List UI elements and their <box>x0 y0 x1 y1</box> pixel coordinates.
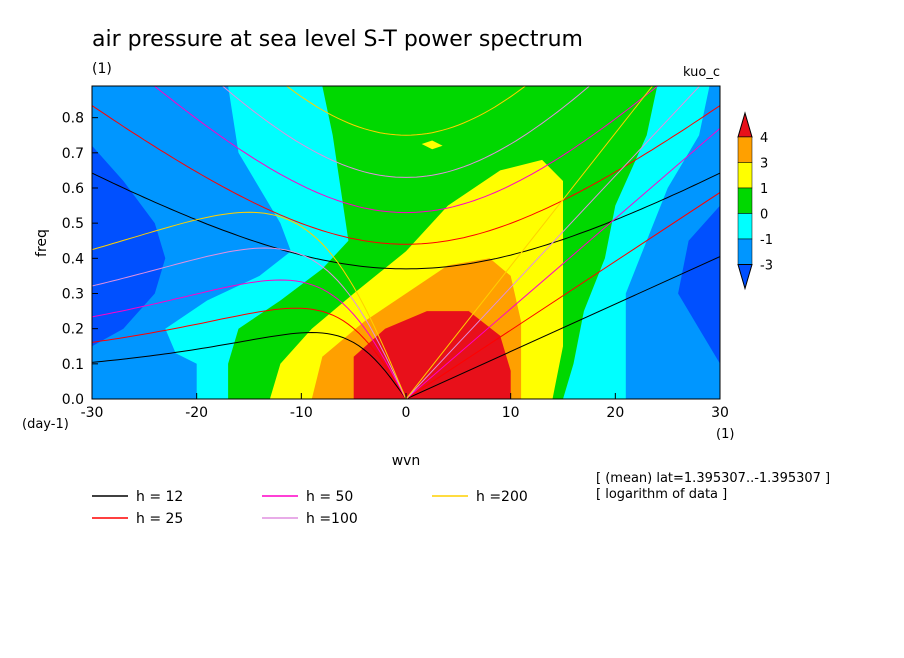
legend-label: h =200 <box>476 489 528 505</box>
kelvin-curve-1 <box>405 192 720 399</box>
y-axis: 0.0 0.1 0.2 0.3 0.4 0.5 0.6 0.7 0.8 <box>62 111 98 408</box>
colorbar-segment <box>737 162 753 189</box>
x-unit-label: (1) <box>716 427 734 442</box>
colorbar-label: 4 <box>760 131 768 146</box>
y-tick-label: 0.4 <box>62 251 84 267</box>
model-label: kuo_c <box>683 65 720 80</box>
rossby-curve-3 <box>92 247 407 399</box>
contour-band-1-3-patch <box>421 140 443 150</box>
rossby-curve-2 <box>92 279 407 399</box>
x-tick-label: -10 <box>290 405 313 421</box>
colorbar-segment <box>737 238 753 265</box>
kelvin-curve-3 <box>405 86 701 399</box>
ig-curve-2 <box>153 86 659 214</box>
contour-fills <box>92 86 720 399</box>
y-tick-label: 0.1 <box>62 357 84 373</box>
colorbar: 4 3 1 0 -1 -3 <box>737 111 773 291</box>
units-label: (1) <box>92 61 112 77</box>
chart-title: air pressure at sea level S-T power spec… <box>92 27 583 52</box>
legend-label: h = 25 <box>136 511 183 527</box>
colorbar-label: -1 <box>760 233 773 248</box>
ig-curve-3 <box>221 86 591 178</box>
legend-label: h =100 <box>306 511 358 527</box>
rossby-curve-0 <box>92 331 407 399</box>
colorbar-label: 3 <box>760 157 768 172</box>
legend-label: h = 12 <box>136 489 183 505</box>
x-tick-label: -20 <box>185 405 208 421</box>
y-tick-label: 0.7 <box>62 146 84 162</box>
ig-curve-4 <box>285 86 527 136</box>
y-tick-label: 0.5 <box>62 216 84 232</box>
colorbar-segment <box>737 213 753 240</box>
x-tick-label: 10 <box>502 405 520 421</box>
y-tick-label: 0.0 <box>62 392 84 408</box>
y-tick-label: 0.8 <box>62 111 84 127</box>
colorbar-segment <box>737 136 753 163</box>
annotation-lat: [ (mean) lat=1.395307..-1.395307 ] <box>596 471 830 486</box>
y-tick-label: 0.2 <box>62 322 84 338</box>
legend-label: h = 50 <box>306 489 353 505</box>
y-tick-label: 0.3 <box>62 286 84 302</box>
x-tick-label: 0 <box>402 405 411 421</box>
x-axis: -30 -20 -10 0 10 20 30 <box>81 393 729 421</box>
colorbar-arrow-bottom <box>737 264 753 291</box>
dispersion-curves <box>92 86 720 399</box>
colorbar-label: -3 <box>760 259 773 274</box>
y-unit-label: (day-1) <box>22 417 69 432</box>
colorbar-label: 0 <box>760 208 768 223</box>
x-tick-label: 30 <box>711 405 729 421</box>
y-axis-label: freq <box>34 229 50 257</box>
colorbar-label: 1 <box>760 182 768 197</box>
legend: h = 12 h = 25 h = 50 h =100 h =200 <box>92 489 528 527</box>
x-axis-label: wvn <box>392 453 421 469</box>
kelvin-curve-0 <box>405 256 720 399</box>
kelvin-curve-4 <box>405 86 654 399</box>
colorbar-arrow-top <box>737 111 753 138</box>
rossby-curve-4 <box>92 211 407 399</box>
rossby-curve-1 <box>92 307 407 399</box>
ig-curve-1 <box>92 105 720 245</box>
colorbar-segment <box>737 187 753 214</box>
y-tick-label: 0.6 <box>62 181 84 197</box>
x-tick-label: -30 <box>81 405 104 421</box>
annotation-log: [ logarithm of data ] <box>596 487 727 502</box>
kelvin-curve-2 <box>405 127 720 399</box>
x-tick-label: 20 <box>606 405 624 421</box>
